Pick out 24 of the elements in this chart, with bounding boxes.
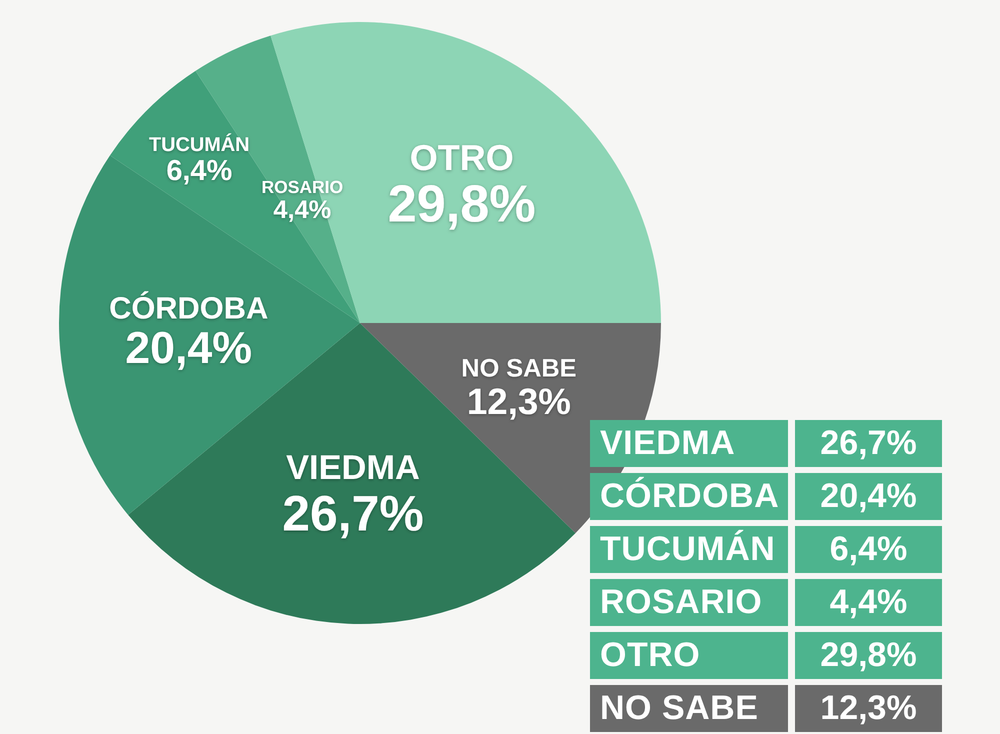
category-label: VIEDMA (600, 424, 736, 462)
category-label: TUCUMÁN (600, 530, 776, 568)
data-label: 29,8% (388, 176, 536, 234)
text: 4,4% (830, 583, 908, 621)
data-label: 26,7% (282, 485, 424, 542)
text: 29,8% (820, 636, 917, 674)
slice-label: NO SABE (461, 354, 577, 382)
slice-label: ROSARIO (261, 177, 344, 198)
data-label: 6,4% (166, 155, 232, 188)
slice-label: CÓRDOBA (109, 290, 268, 326)
slice-label: OTRO (410, 136, 514, 178)
category-label: OTRO (600, 636, 700, 674)
data-label: 4,4% (273, 196, 332, 224)
legend-label: NO SABE (590, 685, 788, 732)
text: 12,3% (820, 689, 917, 727)
slice-label: VIEDMA (286, 449, 420, 488)
text: 20,4% (820, 477, 917, 515)
text: 26,7% (820, 424, 917, 462)
data-label: 12,3% (466, 381, 571, 422)
category-label: CÓRDOBA (600, 477, 780, 515)
legend-label: ROSARIO (590, 579, 788, 626)
slice-label: TUCUMÁN (148, 133, 250, 156)
text: 6,4% (830, 530, 908, 568)
data-label: 20,4% (125, 324, 252, 374)
